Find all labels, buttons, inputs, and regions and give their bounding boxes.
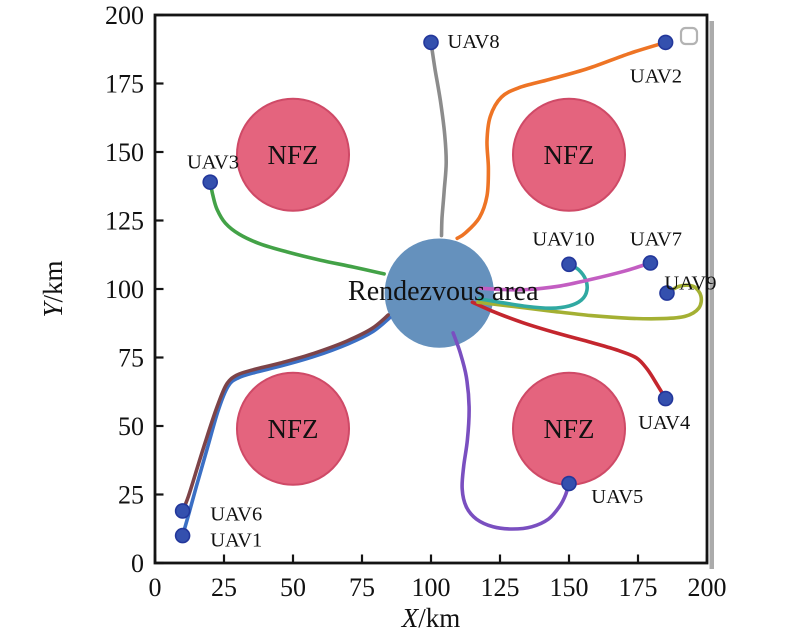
uav-marker-uav8 [423, 34, 439, 51]
nfz-circle-3 [235, 371, 351, 486]
x-tick-label-100: 100 [412, 573, 451, 602]
x-tick-label-175: 175 [619, 573, 658, 602]
nfz-label-3: NFZ [267, 414, 318, 444]
uav-label-uav4: UAV4 [638, 412, 690, 434]
uav-path-uav1 [180, 316, 392, 538]
uav-marker-uav3 [202, 174, 218, 190]
uav-marker-uav10 [561, 256, 577, 273]
uav-path-uav4 [470, 300, 668, 401]
y-axis-title: Y/km [38, 260, 68, 317]
nfz-label-1: NFZ [267, 140, 318, 170]
uav-label-uav7: UAV7 [630, 228, 682, 250]
y-tick-label-150: 150 [105, 138, 144, 167]
uav-marker-uav1 [174, 527, 191, 544]
x-tick-label-125: 125 [481, 573, 520, 602]
uav-marker-uav4 [657, 390, 674, 407]
y-tick-label-50: 50 [118, 412, 144, 441]
uav-label-uav10: UAV10 [532, 228, 594, 250]
uav-marker-uav6 [174, 503, 191, 519]
nfz-circle-1 [235, 97, 351, 212]
x-axis-title: X/km [401, 603, 461, 633]
legend-box-icon [679, 26, 699, 46]
uav-path-uav9 [476, 283, 704, 321]
y-tick-label-75: 75 [118, 344, 144, 373]
uav-path-uav6 [180, 313, 390, 513]
uav-label-uav5: UAV5 [591, 486, 643, 508]
x-tick-label-0: 0 [149, 573, 162, 602]
uav-label-uav3: UAV3 [187, 152, 239, 174]
uav-marker-uav5 [561, 475, 577, 492]
rendezvous-circle [384, 238, 494, 348]
nfz-label-4: NFZ [543, 414, 594, 444]
x-tick-label-150: 150 [550, 573, 589, 602]
y-tick-label-175: 175 [105, 70, 144, 99]
y-tick-label-25: 25 [118, 481, 144, 510]
uav-label-uav8: UAV8 [448, 31, 500, 53]
rendezvous-label: Rendezvous area [348, 276, 539, 307]
uav-path-uav8 [429, 40, 449, 238]
uav-marker-uav9 [659, 285, 675, 301]
x-tick-label-50: 50 [280, 573, 306, 602]
uav-marker-uav7 [642, 255, 659, 271]
uav-label-uav9: UAV9 [664, 273, 716, 295]
uav-path-uav2 [455, 40, 668, 241]
plot-box-shadow [709, 21, 714, 569]
uav-label-uav6: UAV6 [210, 504, 262, 526]
x-tick-label-25: 25 [211, 573, 237, 602]
y-tick-label-200: 200 [105, 1, 144, 30]
uav-path-uav10 [477, 262, 589, 311]
nfz-circle-2 [511, 97, 627, 212]
uav-marker-uav2 [657, 34, 674, 51]
x-tick-label-75: 75 [349, 573, 375, 602]
y-tick-label-125: 125 [105, 207, 144, 236]
uav-label-uav2: UAV2 [630, 65, 682, 87]
uav-path-uav5 [451, 331, 571, 531]
nfz-label-2: NFZ [543, 140, 594, 170]
x-tick-label-200: 200 [688, 573, 727, 602]
uav-path-uav7 [478, 261, 653, 292]
y-tick-label-0: 0 [131, 549, 144, 578]
uav-path-uav3 [208, 180, 386, 276]
uav-label-uav1: UAV1 [210, 530, 262, 552]
y-tick-label-100: 100 [105, 275, 144, 304]
